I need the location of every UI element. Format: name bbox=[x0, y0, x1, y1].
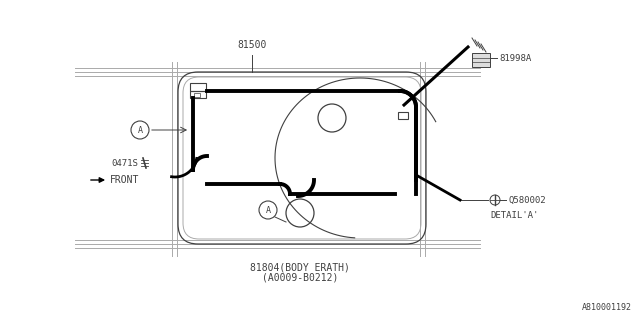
Bar bbox=[398, 112, 408, 119]
Text: A: A bbox=[266, 205, 271, 214]
Bar bbox=[190, 91, 206, 98]
Bar bbox=[472, 53, 490, 67]
Text: 81998A: 81998A bbox=[499, 53, 531, 62]
Text: A810001192: A810001192 bbox=[582, 303, 632, 312]
Text: A: A bbox=[138, 125, 143, 134]
Text: 81804(BODY ERATH): 81804(BODY ERATH) bbox=[250, 263, 350, 273]
Text: FRONT: FRONT bbox=[110, 175, 140, 185]
Text: 0471S: 0471S bbox=[111, 158, 138, 167]
Bar bbox=[194, 93, 200, 97]
Text: 81500: 81500 bbox=[237, 40, 267, 50]
Text: DETAIL'A': DETAIL'A' bbox=[490, 211, 538, 220]
Text: (A0009-B0212): (A0009-B0212) bbox=[262, 273, 338, 283]
Text: Q580002: Q580002 bbox=[508, 196, 546, 204]
Bar bbox=[190, 83, 206, 91]
